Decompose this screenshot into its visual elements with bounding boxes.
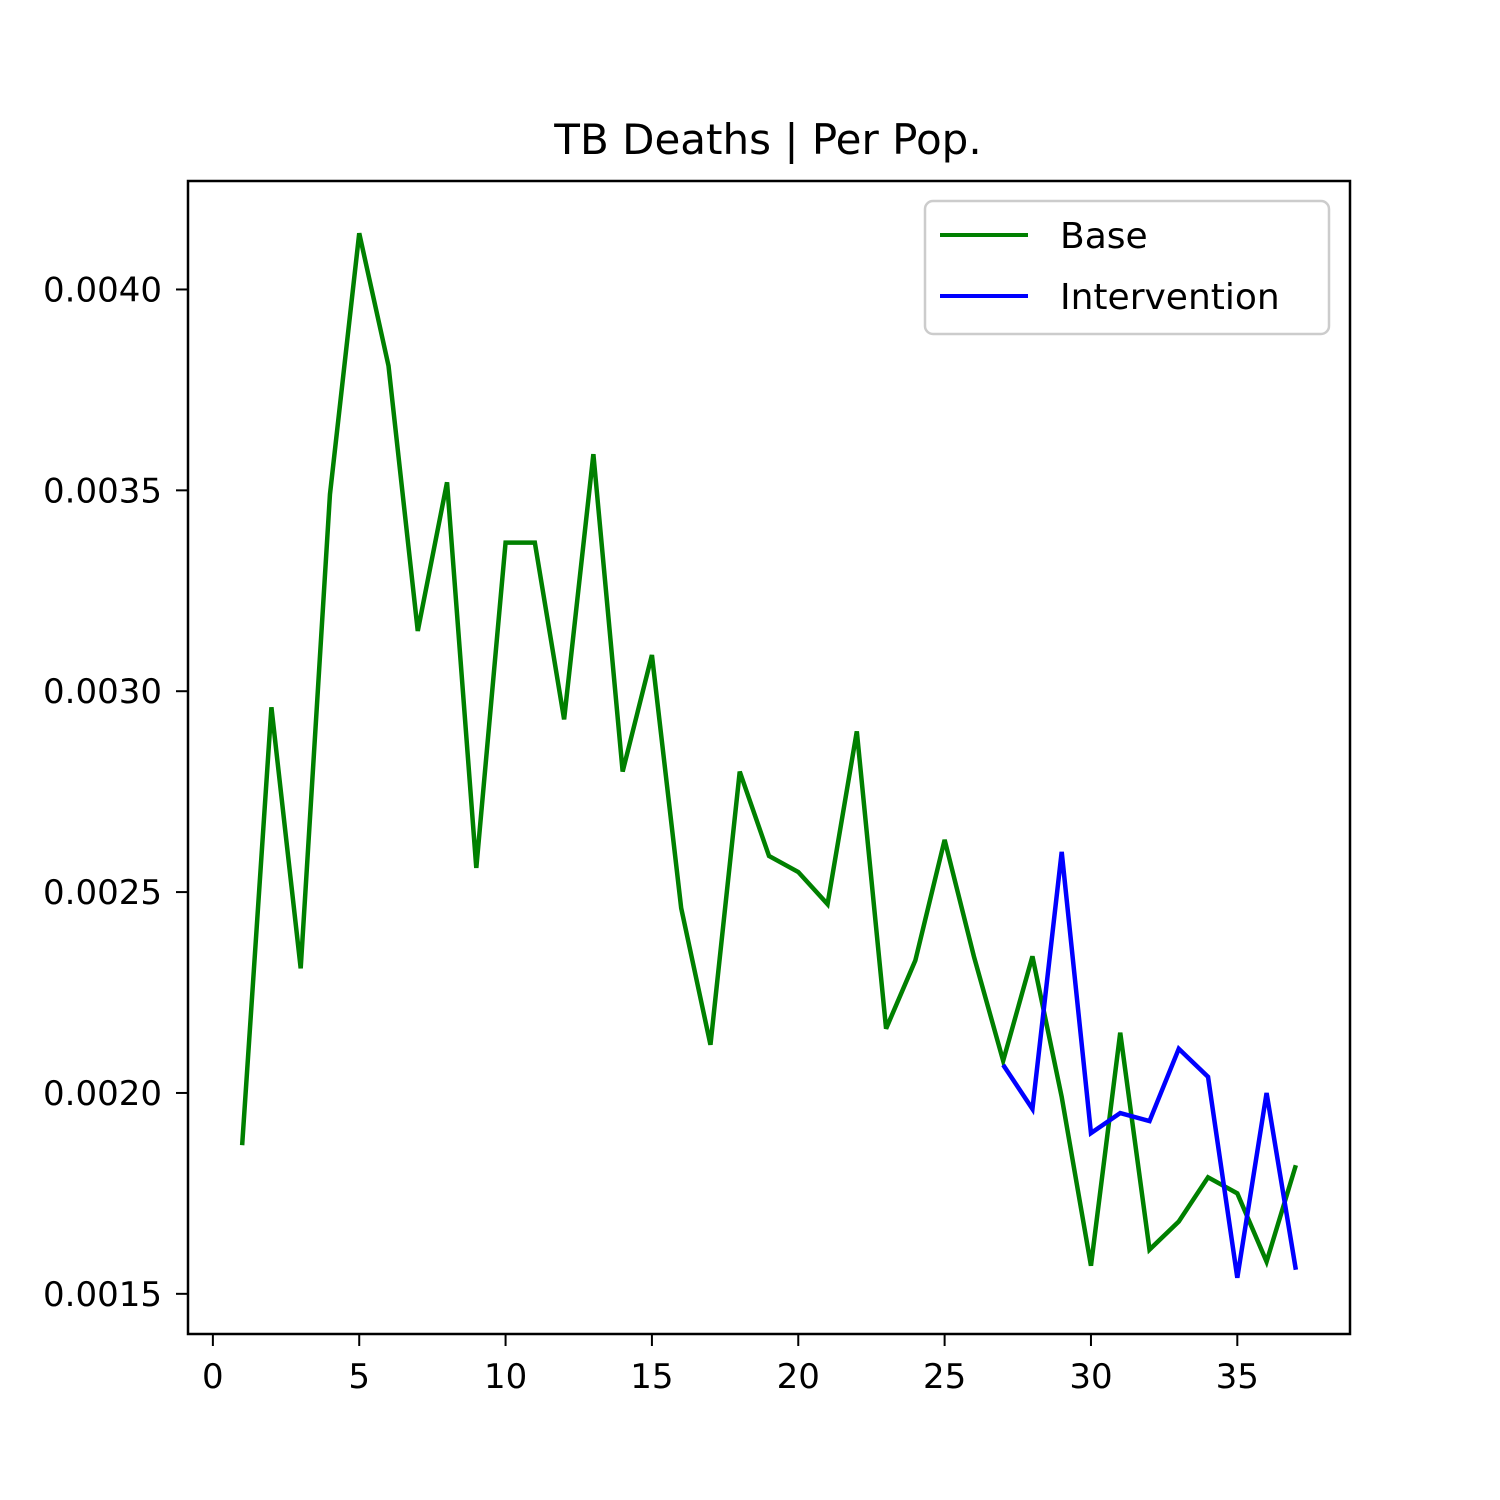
series-layer [239, 232, 1299, 1279]
series-line-base [239, 232, 1299, 1269]
y-tick-label: 0.0015 [43, 1275, 162, 1315]
y-tick-label: 0.0040 [43, 270, 162, 310]
x-tick-label: 0 [202, 1357, 224, 1397]
x-tick-label: 10 [484, 1357, 527, 1397]
x-tick-label: 25 [923, 1357, 966, 1397]
x-tick-label: 15 [630, 1357, 673, 1397]
y-axis-ticks: 0.0015 0.0020 0.0025 0.0030 0.0035 0.0040 [43, 270, 188, 1315]
x-tick-label: 35 [1216, 1357, 1259, 1397]
series-line-intervention [1001, 851, 1299, 1279]
legend-label-intervention: Intervention [1060, 277, 1280, 318]
plot-area [188, 181, 1350, 1334]
y-tick-label: 0.0035 [43, 471, 162, 511]
legend: Base Intervention [923, 199, 1331, 336]
chart-title: TB Deaths | Per Pop. [553, 115, 981, 164]
y-tick-label: 0.0020 [43, 1074, 162, 1114]
legend-label-base: Base [1060, 216, 1148, 257]
y-tick-label: 0.0030 [43, 672, 162, 712]
x-tick-label: 5 [348, 1357, 370, 1397]
x-tick-label: 30 [1069, 1357, 1112, 1397]
x-tick-label: 20 [777, 1357, 820, 1397]
axes-frame [186, 179, 1352, 1336]
x-axis-ticks: 0 5 10 15 20 25 30 35 [202, 1334, 1259, 1397]
y-tick-label: 0.0025 [43, 873, 162, 913]
